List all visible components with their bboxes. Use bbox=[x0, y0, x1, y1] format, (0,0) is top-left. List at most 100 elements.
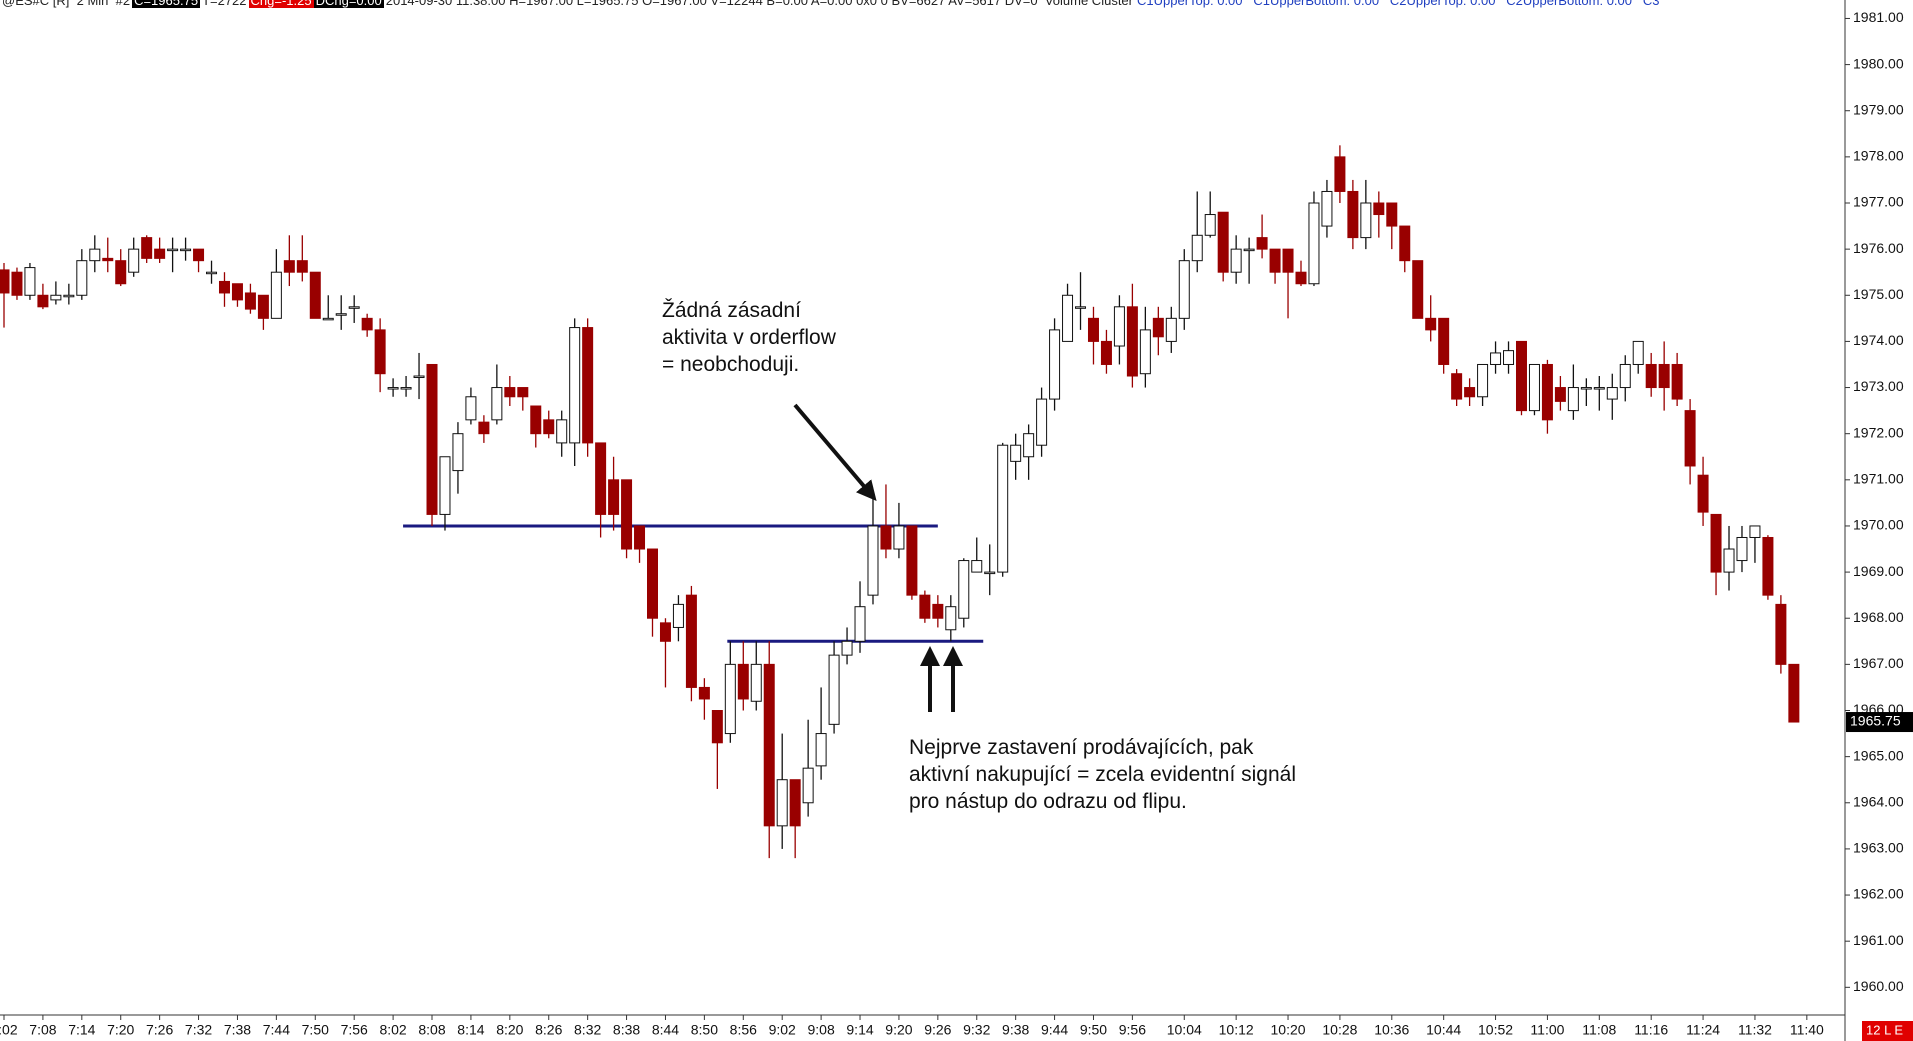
candle-body bbox=[1230, 248, 1242, 273]
candle-body bbox=[1606, 387, 1618, 400]
annotation-line: pro nástup do odrazu od flipu. bbox=[909, 790, 1187, 813]
candle-body bbox=[11, 271, 23, 296]
x-tick-label: 7:02 bbox=[0, 1022, 18, 1038]
candle-body bbox=[919, 594, 931, 619]
candle-body bbox=[1334, 156, 1346, 192]
candle-body bbox=[1360, 202, 1372, 239]
symbol: @ES#C [R] 2 Min #2 bbox=[2, 0, 131, 8]
x-tick-label: 8:56 bbox=[730, 1022, 757, 1038]
candle-body bbox=[1593, 387, 1605, 390]
x-tick-label: 9:32 bbox=[963, 1022, 990, 1038]
candle-body bbox=[452, 433, 464, 472]
x-tick-label: 7:56 bbox=[341, 1022, 368, 1038]
y-tick-label: 1967.00 bbox=[1853, 655, 1904, 671]
candle-body bbox=[426, 363, 438, 515]
annotation-line: Nejprve zastavení prodávajících, pak bbox=[909, 736, 1254, 759]
x-tick-label: 7:50 bbox=[302, 1022, 329, 1038]
candle-body bbox=[439, 456, 451, 515]
candle-body bbox=[24, 267, 36, 296]
candle-body bbox=[465, 396, 477, 421]
candle-body bbox=[1178, 260, 1190, 319]
header: @ES#C [R] 2 Min #2 C=1965.75 T=2722 Chg=-1.… bbox=[0, 0, 1661, 8]
y-tick-label: 1979.00 bbox=[1853, 101, 1904, 117]
candle-body bbox=[374, 329, 386, 375]
change-readout: Chg=-1.25 bbox=[248, 0, 314, 8]
candle-body bbox=[1580, 387, 1592, 390]
candle-body bbox=[1126, 306, 1138, 377]
candle-body bbox=[815, 733, 827, 767]
candle-body bbox=[1554, 387, 1566, 402]
candle-body bbox=[1632, 340, 1644, 365]
y-tick-label: 1977.00 bbox=[1853, 194, 1904, 210]
candle-body bbox=[1100, 340, 1112, 365]
status-label: 12 L E bbox=[1866, 1022, 1903, 1037]
x-tick-label: 10:04 bbox=[1167, 1022, 1202, 1038]
price-label: 1965.75 bbox=[1850, 713, 1901, 729]
candle-body bbox=[0, 269, 10, 294]
candle-body bbox=[841, 640, 853, 656]
candle-body bbox=[763, 663, 775, 827]
candle-body bbox=[582, 327, 594, 444]
annotation-line: aktivita v orderflow bbox=[662, 326, 836, 349]
candle-body bbox=[1113, 306, 1125, 347]
x-tick-label: 8:08 bbox=[418, 1022, 445, 1038]
y-tick-label: 1969.00 bbox=[1853, 563, 1904, 579]
x-tick-label: 7:20 bbox=[107, 1022, 134, 1038]
y-tick-label: 1973.00 bbox=[1853, 378, 1904, 394]
x-tick-label: 7:14 bbox=[68, 1022, 95, 1038]
candle-body bbox=[283, 260, 295, 273]
candle-body bbox=[984, 571, 996, 575]
candle-body bbox=[1438, 317, 1450, 365]
y-tick-label: 1971.00 bbox=[1853, 471, 1904, 487]
x-tick-label: 8:20 bbox=[496, 1022, 523, 1038]
candle-body bbox=[1399, 225, 1411, 262]
candle-body bbox=[154, 248, 166, 259]
candle-body bbox=[867, 525, 879, 596]
candle-body bbox=[1658, 363, 1670, 389]
bar-readout: 2014-09-30 11:38:00 H=1967.00 L=1965.75 … bbox=[385, 0, 1133, 8]
candle-body bbox=[193, 248, 205, 262]
candle-body bbox=[530, 405, 542, 435]
candle-body bbox=[1749, 525, 1761, 538]
candle-body bbox=[1671, 363, 1683, 400]
x-tick-label: 9:02 bbox=[769, 1022, 796, 1038]
candle-body bbox=[1645, 363, 1657, 389]
candle-body bbox=[1087, 317, 1099, 342]
x-tick-label: 7:44 bbox=[263, 1022, 290, 1038]
x-tick-label: 8:14 bbox=[457, 1022, 484, 1038]
candle-body bbox=[1684, 410, 1696, 467]
x-tick-label: 10:44 bbox=[1426, 1022, 1461, 1038]
x-tick-label: 9:56 bbox=[1119, 1022, 1146, 1038]
close-readout: C=1965.75 bbox=[132, 0, 201, 8]
candle-body bbox=[971, 560, 983, 573]
annotation-line: = neobchoduji. bbox=[662, 353, 800, 376]
x-tick-label: 8:38 bbox=[613, 1022, 640, 1038]
y-tick-label: 1980.00 bbox=[1853, 55, 1904, 71]
candle-body bbox=[1217, 211, 1229, 273]
x-tick-label: 11:32 bbox=[1738, 1022, 1772, 1038]
ticks-readout: T=2722 bbox=[202, 0, 247, 8]
candle-body bbox=[231, 283, 243, 301]
candle-body bbox=[387, 387, 399, 390]
candle-body bbox=[1567, 387, 1579, 412]
candle-body bbox=[1347, 190, 1359, 239]
candle-body bbox=[206, 271, 218, 275]
y-tick-label: 1968.00 bbox=[1853, 609, 1904, 625]
arrow bbox=[793, 403, 877, 502]
x-tick-label: 7:32 bbox=[185, 1022, 212, 1038]
candle-body bbox=[491, 387, 503, 421]
y-tick-label: 1960.00 bbox=[1853, 978, 1904, 994]
candle-body bbox=[37, 294, 49, 308]
candle-body bbox=[1308, 202, 1320, 285]
candle-body bbox=[595, 442, 607, 515]
candle-body bbox=[400, 387, 412, 390]
candle-body bbox=[776, 779, 788, 827]
candle-body bbox=[789, 779, 801, 827]
candle-body bbox=[102, 257, 114, 262]
y-tick-label: 1961.00 bbox=[1853, 932, 1904, 948]
x-tick-label: 9:44 bbox=[1041, 1022, 1068, 1038]
price-box bbox=[1846, 712, 1913, 733]
x-tick-label: 7:08 bbox=[29, 1022, 56, 1038]
candle-body bbox=[724, 663, 736, 735]
candle-body bbox=[1256, 237, 1268, 250]
